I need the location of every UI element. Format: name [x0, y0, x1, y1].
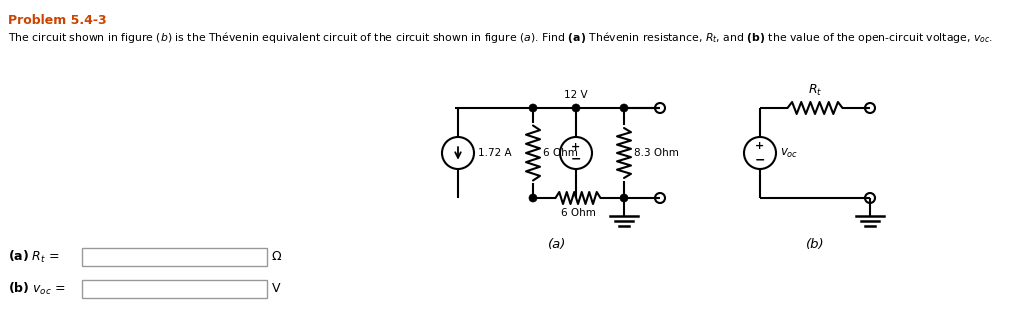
Text: V: V: [272, 283, 281, 295]
Text: (b): (b): [806, 238, 824, 251]
Text: −: −: [755, 153, 765, 166]
Bar: [82, 280, 267, 298]
Circle shape: [620, 194, 628, 202]
Text: Problem 5.4-3: Problem 5.4-3: [8, 14, 106, 27]
Bar: [82, 248, 267, 266]
Text: (a): (a): [548, 238, 566, 251]
Text: $\mathbf{(a)}$ $R_t$ =: $\mathbf{(a)}$ $R_t$ =: [8, 249, 59, 265]
Text: 1.72 A: 1.72 A: [478, 148, 512, 158]
Text: 12 V: 12 V: [564, 90, 588, 100]
Text: −: −: [570, 153, 582, 166]
Text: 8.3 Ohm: 8.3 Ohm: [634, 148, 679, 158]
Text: 6 Ohm: 6 Ohm: [560, 208, 595, 218]
Circle shape: [572, 104, 580, 112]
Text: $R_t$: $R_t$: [808, 83, 822, 98]
Circle shape: [529, 194, 537, 202]
Text: +: +: [571, 142, 581, 152]
Text: +: +: [756, 141, 765, 151]
Text: Ω: Ω: [272, 251, 282, 264]
Circle shape: [620, 104, 628, 112]
Text: $v_{oc}$: $v_{oc}$: [780, 146, 799, 160]
Text: The circuit shown in figure $(b)$ is the Thévenin equivalent circuit of the circ: The circuit shown in figure $(b)$ is the…: [8, 30, 993, 45]
Circle shape: [529, 104, 537, 112]
Text: $\mathbf{(b)}$ $v_{oc}$ =: $\mathbf{(b)}$ $v_{oc}$ =: [8, 281, 66, 297]
Text: 6 Ohm: 6 Ohm: [543, 148, 578, 158]
